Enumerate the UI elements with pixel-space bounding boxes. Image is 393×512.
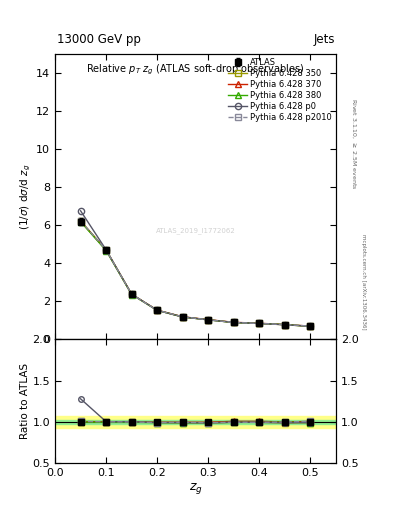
Pythia 6.428 380 [78,219,83,225]
Pythia 6.428 380 [308,323,313,329]
Pythia 6.428 p2010 [180,314,185,320]
Pythia 6.428 370 [129,291,134,297]
Pythia 6.428 370 [104,247,108,253]
Pythia 6.428 p2010 [155,307,160,313]
Pythia 6.428 350 [283,322,287,328]
Pythia 6.428 370 [231,319,236,325]
Pythia 6.428 p0 [104,247,108,253]
Pythia 6.428 p2010 [257,321,262,327]
Pythia 6.428 p0 [283,322,287,328]
Line: Pythia 6.428 350: Pythia 6.428 350 [77,218,314,329]
Pythia 6.428 370 [180,314,185,320]
Pythia 6.428 370 [78,218,83,224]
Pythia 6.428 350 [180,314,185,320]
Pythia 6.428 p2010 [78,218,83,224]
Pythia 6.428 370 [206,316,211,323]
Line: Pythia 6.428 380: Pythia 6.428 380 [77,219,314,329]
Pythia 6.428 380 [155,307,160,313]
X-axis label: $z_g$: $z_g$ [189,481,202,496]
Y-axis label: $(1/\sigma)$ d$\sigma$/d $z_g$: $(1/\sigma)$ d$\sigma$/d $z_g$ [19,163,33,230]
Pythia 6.428 p0 [308,323,313,329]
Pythia 6.428 380 [104,247,108,253]
Pythia 6.428 p0 [155,307,160,313]
Text: ATLAS_2019_I1772062: ATLAS_2019_I1772062 [156,227,235,234]
Pythia 6.428 370 [155,307,160,313]
Pythia 6.428 380 [231,319,236,326]
Pythia 6.428 p0 [180,314,185,320]
Pythia 6.428 p2010 [104,247,108,253]
Text: Rivet 3.1.10, $\geq$ 2.5M events: Rivet 3.1.10, $\geq$ 2.5M events [350,98,358,189]
Pythia 6.428 380 [129,291,134,297]
Pythia 6.428 p0 [78,208,83,214]
Pythia 6.428 p2010 [129,291,134,297]
Pythia 6.428 p2010 [231,319,236,326]
Pythia 6.428 350 [155,307,160,313]
Pythia 6.428 380 [257,321,262,327]
Pythia 6.428 380 [206,317,211,323]
Pythia 6.428 p0 [129,291,134,297]
Pythia 6.428 350 [308,323,313,329]
Pythia 6.428 350 [206,317,211,323]
Pythia 6.428 370 [257,320,262,326]
Text: Jets: Jets [314,33,335,46]
Pythia 6.428 p0 [206,317,211,323]
Pythia 6.428 380 [283,322,287,328]
Pythia 6.428 350 [231,319,236,326]
Pythia 6.428 350 [129,291,134,297]
Pythia 6.428 p2010 [283,322,287,328]
Text: 13000 GeV pp: 13000 GeV pp [57,33,141,46]
Pythia 6.428 p2010 [308,323,313,329]
Line: Pythia 6.428 370: Pythia 6.428 370 [77,218,314,329]
Pythia 6.428 p2010 [206,317,211,323]
Text: mcplots.cern.ch [arXiv:1306.3436]: mcplots.cern.ch [arXiv:1306.3436] [361,234,366,329]
Y-axis label: Ratio to ATLAS: Ratio to ATLAS [20,363,29,439]
Legend: ATLAS, Pythia 6.428 350, Pythia 6.428 370, Pythia 6.428 380, Pythia 6.428 p0, Py: ATLAS, Pythia 6.428 350, Pythia 6.428 37… [227,56,334,124]
Pythia 6.428 p0 [257,321,262,327]
Line: Pythia 6.428 p0: Pythia 6.428 p0 [77,208,314,329]
Pythia 6.428 370 [308,323,313,329]
Pythia 6.428 350 [78,218,83,224]
Pythia 6.428 350 [257,321,262,327]
Pythia 6.428 p0 [231,319,236,326]
Pythia 6.428 350 [104,247,108,253]
Pythia 6.428 370 [283,322,287,328]
Pythia 6.428 380 [180,314,185,320]
Text: Relative $p_T$ $z_g$ (ATLAS soft-drop observables): Relative $p_T$ $z_g$ (ATLAS soft-drop ob… [86,62,305,77]
Line: Pythia 6.428 p2010: Pythia 6.428 p2010 [77,218,314,329]
